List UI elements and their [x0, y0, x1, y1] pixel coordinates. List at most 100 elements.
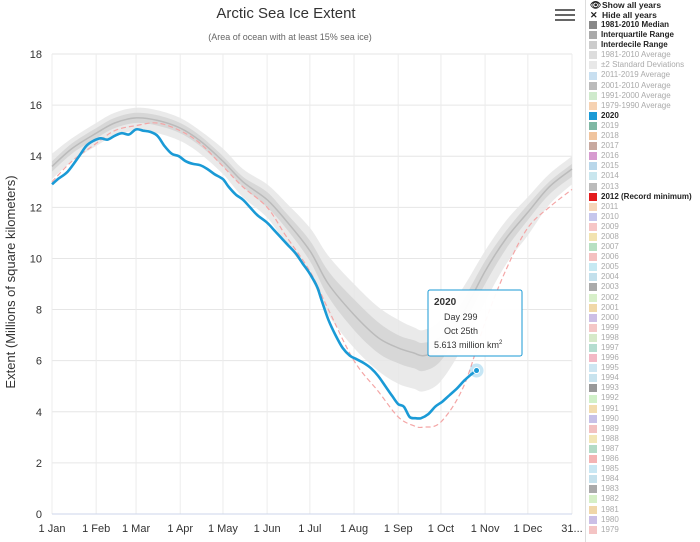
legend-item[interactable]: 1988 — [586, 434, 700, 444]
legend-swatch — [589, 162, 597, 171]
legend-label: 1991-2000 Average — [601, 90, 671, 100]
x-tick-label: 1 Nov — [471, 523, 500, 535]
legend-item[interactable]: 2007 — [586, 242, 700, 252]
legend-swatch — [589, 192, 597, 201]
x-tick-label: 1 Aug — [340, 523, 368, 535]
legend-item[interactable]: 1996 — [586, 353, 700, 363]
legend-item[interactable]: 2009 — [586, 222, 700, 232]
y-axis-label: Extent (Millions of square kilometers) — [3, 175, 18, 388]
legend-item[interactable]: 1994 — [586, 373, 700, 383]
legend-item[interactable]: 1981 — [586, 505, 700, 515]
legend-item[interactable]: 2020 — [586, 111, 700, 121]
legend-item[interactable]: 1980 — [586, 515, 700, 525]
legend-label: 2020 — [601, 110, 619, 120]
x-tick-label: 31... — [561, 523, 582, 535]
legend-item[interactable]: 1991 — [586, 404, 700, 414]
legend-item[interactable]: 1984 — [586, 474, 700, 484]
legend-label: 2017 — [601, 141, 619, 151]
legend-item[interactable]: 2003 — [586, 282, 700, 292]
x-tick-label: 1 Apr — [167, 523, 193, 535]
legend-item[interactable]: 1987 — [586, 444, 700, 454]
legend-item[interactable]: 1990 — [586, 414, 700, 424]
legend-swatch — [589, 152, 597, 161]
legend-item[interactable]: 2019 — [586, 121, 700, 131]
hide-all-years-button[interactable]: ✕ Hide all years — [586, 10, 700, 20]
legend-item[interactable]: 2015 — [586, 161, 700, 171]
series-2020-line — [51, 127, 478, 420]
legend-item[interactable]: 2004 — [586, 272, 700, 282]
legend-item[interactable]: 1981-2010 Median — [586, 20, 700, 30]
legend-item[interactable]: 1993 — [586, 383, 700, 393]
legend-swatch — [589, 303, 597, 312]
legend-swatch — [589, 91, 597, 100]
legend-label: 2019 — [601, 120, 619, 130]
legend-item[interactable]: 2012 (Record minimum) — [586, 192, 700, 202]
tooltip-unit-sup: 2 — [499, 340, 503, 346]
legend-label: 1985 — [601, 464, 619, 474]
legend-swatch — [589, 121, 597, 130]
legend-item[interactable]: 2001 — [586, 303, 700, 313]
hamburger-menu-icon[interactable] — [555, 6, 575, 24]
legend-item[interactable]: 1999 — [586, 323, 700, 333]
y-tick-label: 2 — [36, 458, 42, 470]
legend-item[interactable]: 2001-2010 Average — [586, 81, 700, 91]
legend-item[interactable]: 2011 — [586, 202, 700, 212]
chart-subtitle: (Area of ocean with at least 15% sea ice… — [208, 32, 372, 42]
x-tick-label: 1 Sep — [384, 523, 413, 535]
legend-label: 2007 — [601, 242, 619, 252]
legend-item[interactable]: 2018 — [586, 131, 700, 141]
legend-item[interactable]: 2011-2019 Average — [586, 70, 700, 80]
legend-swatch — [589, 293, 597, 302]
legend-label: ±2 Standard Deviations — [601, 60, 685, 70]
legend-item[interactable]: 1986 — [586, 454, 700, 464]
legend-item[interactable]: 2000 — [586, 313, 700, 323]
legend-item[interactable]: 2002 — [586, 293, 700, 303]
tooltip-value-text: 5.613 million km — [434, 340, 499, 350]
chart-title: Arctic Sea Ice Extent — [216, 5, 356, 22]
legend-swatch — [589, 111, 597, 120]
legend-item[interactable]: 2006 — [586, 252, 700, 262]
legend-swatch — [589, 253, 597, 262]
legend-label: 1982 — [601, 494, 619, 504]
legend-item[interactable]: 1998 — [586, 333, 700, 343]
legend-label: 1987 — [601, 443, 619, 453]
y-tick-label: 0 — [36, 509, 42, 521]
legend-item[interactable]: 1981-2010 Average — [586, 50, 700, 60]
legend-item[interactable]: 2014 — [586, 171, 700, 181]
legend-label: 1979 — [601, 524, 619, 534]
y-tick-label: 8 — [36, 305, 42, 317]
legend-item[interactable]: 1979-1990 Average — [586, 101, 700, 111]
legend-swatch — [589, 283, 597, 292]
legend-item[interactable]: 1983 — [586, 484, 700, 494]
legend-item[interactable]: 1995 — [586, 363, 700, 373]
legend-label: 1992 — [601, 393, 619, 403]
legend-item[interactable]: 1982 — [586, 494, 700, 504]
legend-label: 2013 — [601, 181, 619, 191]
legend-item[interactable]: 1979 — [586, 525, 700, 535]
legend-item[interactable]: 1985 — [586, 464, 700, 474]
legend-item[interactable]: 2017 — [586, 141, 700, 151]
legend-item[interactable]: ±2 Standard Deviations — [586, 60, 700, 70]
legend-item[interactable]: Interdecile Range — [586, 40, 700, 50]
legend-swatch — [589, 384, 597, 393]
legend-item[interactable]: 1991-2000 Average — [586, 91, 700, 101]
legend-swatch — [589, 394, 597, 403]
legend-item[interactable]: 2005 — [586, 262, 700, 272]
legend-item[interactable]: 2016 — [586, 151, 700, 161]
legend-label: 1994 — [601, 373, 619, 383]
legend-label: 1986 — [601, 454, 619, 464]
legend-label: 2011-2019 Average — [601, 70, 671, 80]
legend-label: 2001 — [601, 302, 619, 312]
show-all-years-button[interactable]: 👁 Show all years — [586, 0, 700, 10]
legend-item[interactable]: 2008 — [586, 232, 700, 242]
legend-swatch — [589, 212, 597, 221]
legend-item[interactable]: Interquartile Range — [586, 30, 700, 40]
legend-item[interactable]: 1989 — [586, 424, 700, 434]
legend-items: 1981-2010 Median Interquartile Range Inter… — [586, 20, 700, 535]
legend-item[interactable]: 2010 — [586, 212, 700, 222]
legend-swatch — [589, 81, 597, 90]
legend-item[interactable]: 1997 — [586, 343, 700, 353]
tooltip-date: Oct 25th — [444, 326, 478, 336]
legend-item[interactable]: 1992 — [586, 393, 700, 403]
legend-item[interactable]: 2013 — [586, 182, 700, 192]
